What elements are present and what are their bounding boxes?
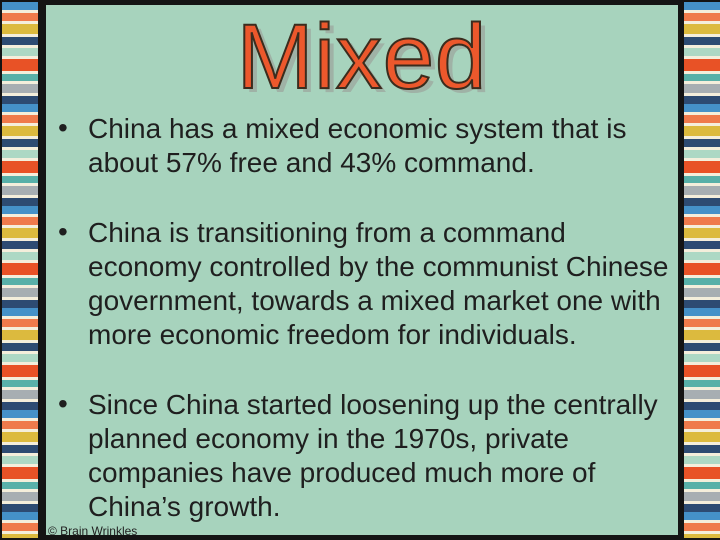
slide-title: Mixed xyxy=(236,6,488,108)
left-stripe-border xyxy=(2,2,38,538)
slide-content: Mixed China has a mixed economic system … xyxy=(38,2,684,538)
bullet-item: Since China started loosening up the cen… xyxy=(58,387,678,524)
bullet-line: China’s growth. xyxy=(88,490,281,522)
bullet-line: China has a mixed economic system that i… xyxy=(88,112,627,144)
bullet-line: planned economy in the 1970s, private xyxy=(88,422,569,454)
bullet-line: Since China started loosening up the cen… xyxy=(88,388,658,420)
bullet-line: China is transitioning from a command xyxy=(88,216,566,248)
bullet-item: China has a mixed economic system that i… xyxy=(58,111,678,180)
bullet-line: more economic freedom for individuals. xyxy=(88,318,577,350)
bullet-line: about 57% free and 43% command. xyxy=(88,146,535,178)
right-stripe-border xyxy=(684,2,720,538)
bullet-line: government, towards a mixed market one w… xyxy=(88,284,661,316)
credit-text: © Brain Wrinkles xyxy=(48,524,138,538)
bullet-item: China is transitioning from a command ec… xyxy=(58,215,678,352)
bullet-list: China has a mixed economic system that i… xyxy=(46,111,678,524)
bullet-line: economy controlled by the communist Chin… xyxy=(88,250,669,282)
bullet-line: companies have produced much more of xyxy=(88,456,596,488)
